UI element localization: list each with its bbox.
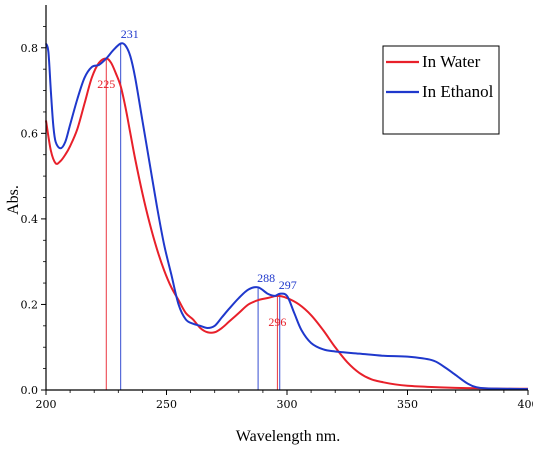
legend-label-in-water: In Water <box>422 52 481 71</box>
y-tick-label: 0.6 <box>21 127 39 140</box>
y-tick-label: 0.0 <box>21 384 39 397</box>
x-tick-label: 200 <box>36 398 57 411</box>
series-layer <box>45 42 529 391</box>
peak-label-297: 297 <box>279 278 297 292</box>
x-axis-title: Wavelength nm. <box>236 428 340 445</box>
x-tick-label: 400 <box>518 398 533 411</box>
y-tick-label: 0.8 <box>21 42 39 55</box>
series-line-in-water <box>45 57 529 390</box>
x-tick-label: 350 <box>397 398 418 411</box>
legend-box <box>382 45 500 135</box>
y-ticks: 0.0 0.2 0.4 0.6 0.8 <box>21 25 46 397</box>
x-ticks: 200 250 300 350 400 <box>36 390 533 411</box>
y-axis-title: Abs. <box>5 185 22 215</box>
x-tick-label: 250 <box>156 398 177 411</box>
drop-lines <box>105 43 281 390</box>
peak-label-225: 225 <box>97 77 115 91</box>
peak-label-231: 231 <box>121 27 139 41</box>
peak-label-288: 288 <box>257 271 275 285</box>
y-tick-label: 0.2 <box>21 298 39 311</box>
y-tick-label: 0.4 <box>21 213 39 226</box>
plot-area <box>45 42 529 391</box>
peak-label-296: 296 <box>268 315 286 329</box>
axes: 200 250 300 350 400 0.0 0.2 0.4 0.6 0.8 <box>21 5 533 411</box>
legend-label-in-ethanol: In Ethanol <box>422 82 494 101</box>
legend: In Water In Ethanol <box>382 45 500 135</box>
annotation-layer: 225 231 288 297 296 <box>97 27 297 329</box>
x-tick-label: 300 <box>277 398 298 411</box>
series-line-in-ethanol <box>45 42 529 391</box>
